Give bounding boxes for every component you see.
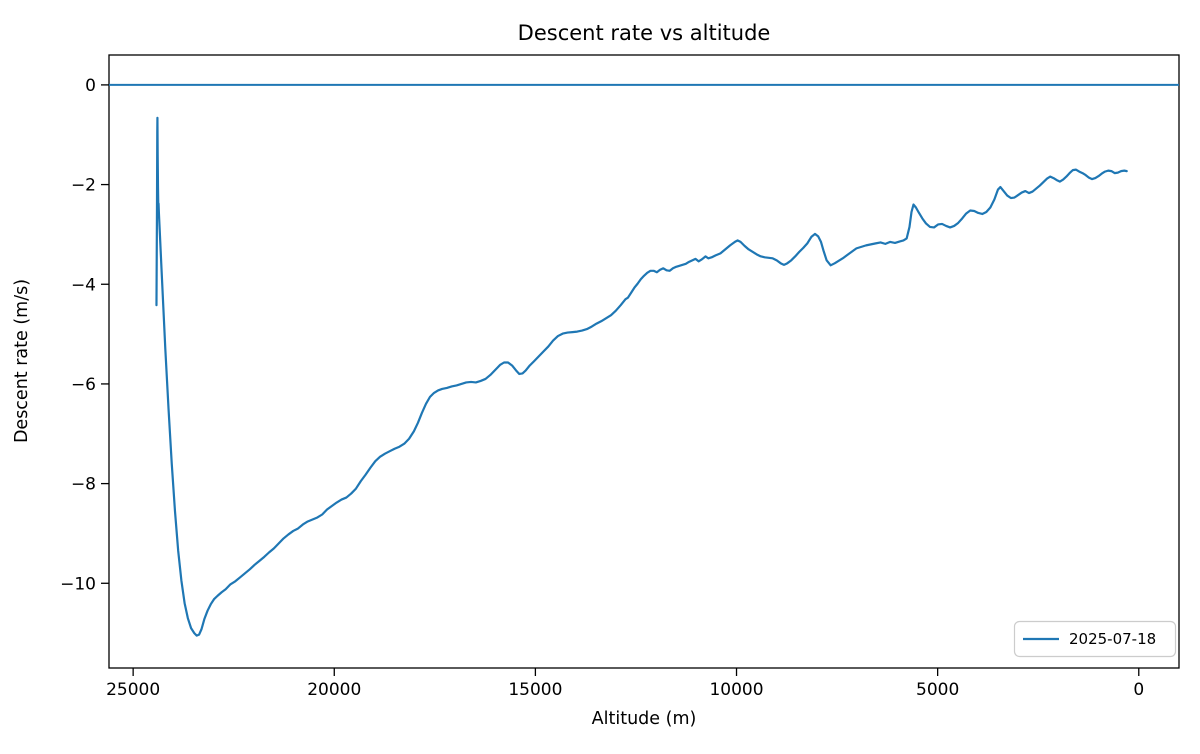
x-tick-label: 0 [1133,680,1144,700]
axes-spines [108,54,1180,669]
x-tick-label: 20000 [307,680,361,700]
legend: 2025-07-18 [1013,620,1177,658]
x-tick-label: 10000 [709,680,763,700]
x-tick-label: 25000 [106,680,160,700]
y-tick-label: −4 [71,275,96,295]
y-tick-label: −2 [71,176,96,196]
y-tick-label: −10 [60,574,96,594]
x-axis-label: Altitude (m) [592,709,697,729]
y-axis-label: Descent rate (m/s) [12,279,32,443]
plot-generated: 25000 20000 15000 10000 5000 0 0 −2 −4 −6 −8 −10 [60,54,1180,700]
x-tick-label: 15000 [508,680,562,700]
y-tick-label: −6 [71,375,96,395]
chart-title: Descent rate vs altitude [518,21,771,45]
legend-label: 2025-07-18 [1069,630,1156,648]
descent-rate-line [155,116,1128,637]
legend-box [1013,620,1177,658]
x-tick-label: 5000 [916,680,959,700]
y-tick-label: 0 [85,76,96,96]
y-tick-label: −8 [71,475,96,495]
